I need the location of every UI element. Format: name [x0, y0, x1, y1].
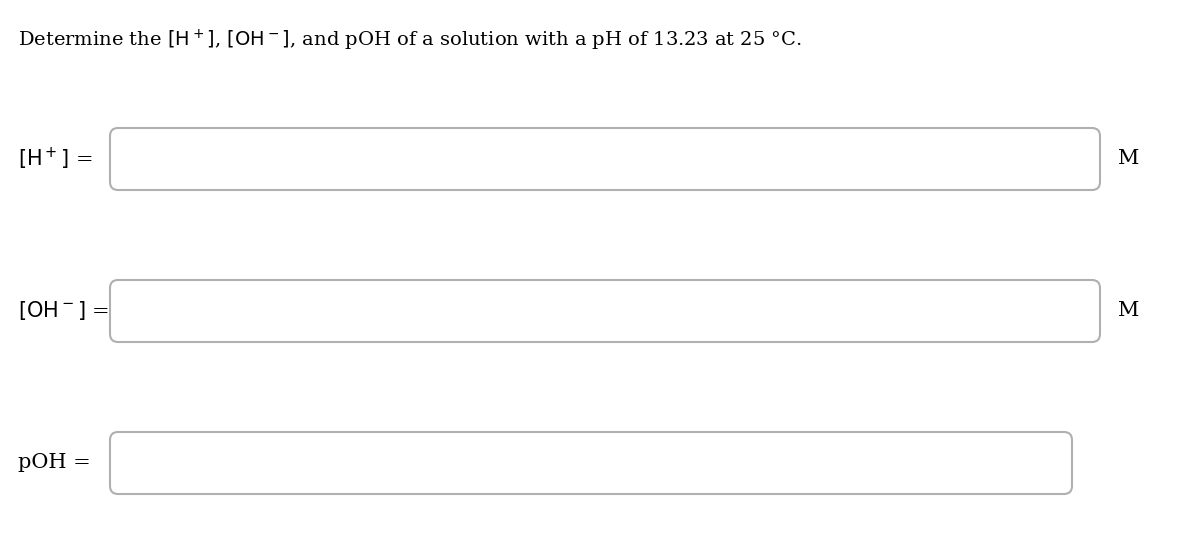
FancyBboxPatch shape — [110, 128, 1100, 190]
Text: $[\mathrm{H^+}]$ =: $[\mathrm{H^+}]$ = — [18, 146, 92, 172]
Text: M: M — [1118, 150, 1139, 168]
Text: M: M — [1118, 301, 1139, 321]
FancyBboxPatch shape — [110, 280, 1100, 342]
Text: Determine the $[\mathrm{H^+}]$, $[\mathrm{OH^-}]$, and pOH of a solution with a : Determine the $[\mathrm{H^+}]$, $[\mathr… — [18, 28, 802, 53]
Text: pOH =: pOH = — [18, 454, 91, 472]
FancyBboxPatch shape — [110, 432, 1072, 494]
Text: $[\mathrm{OH^-}]$ =: $[\mathrm{OH^-}]$ = — [18, 300, 109, 322]
